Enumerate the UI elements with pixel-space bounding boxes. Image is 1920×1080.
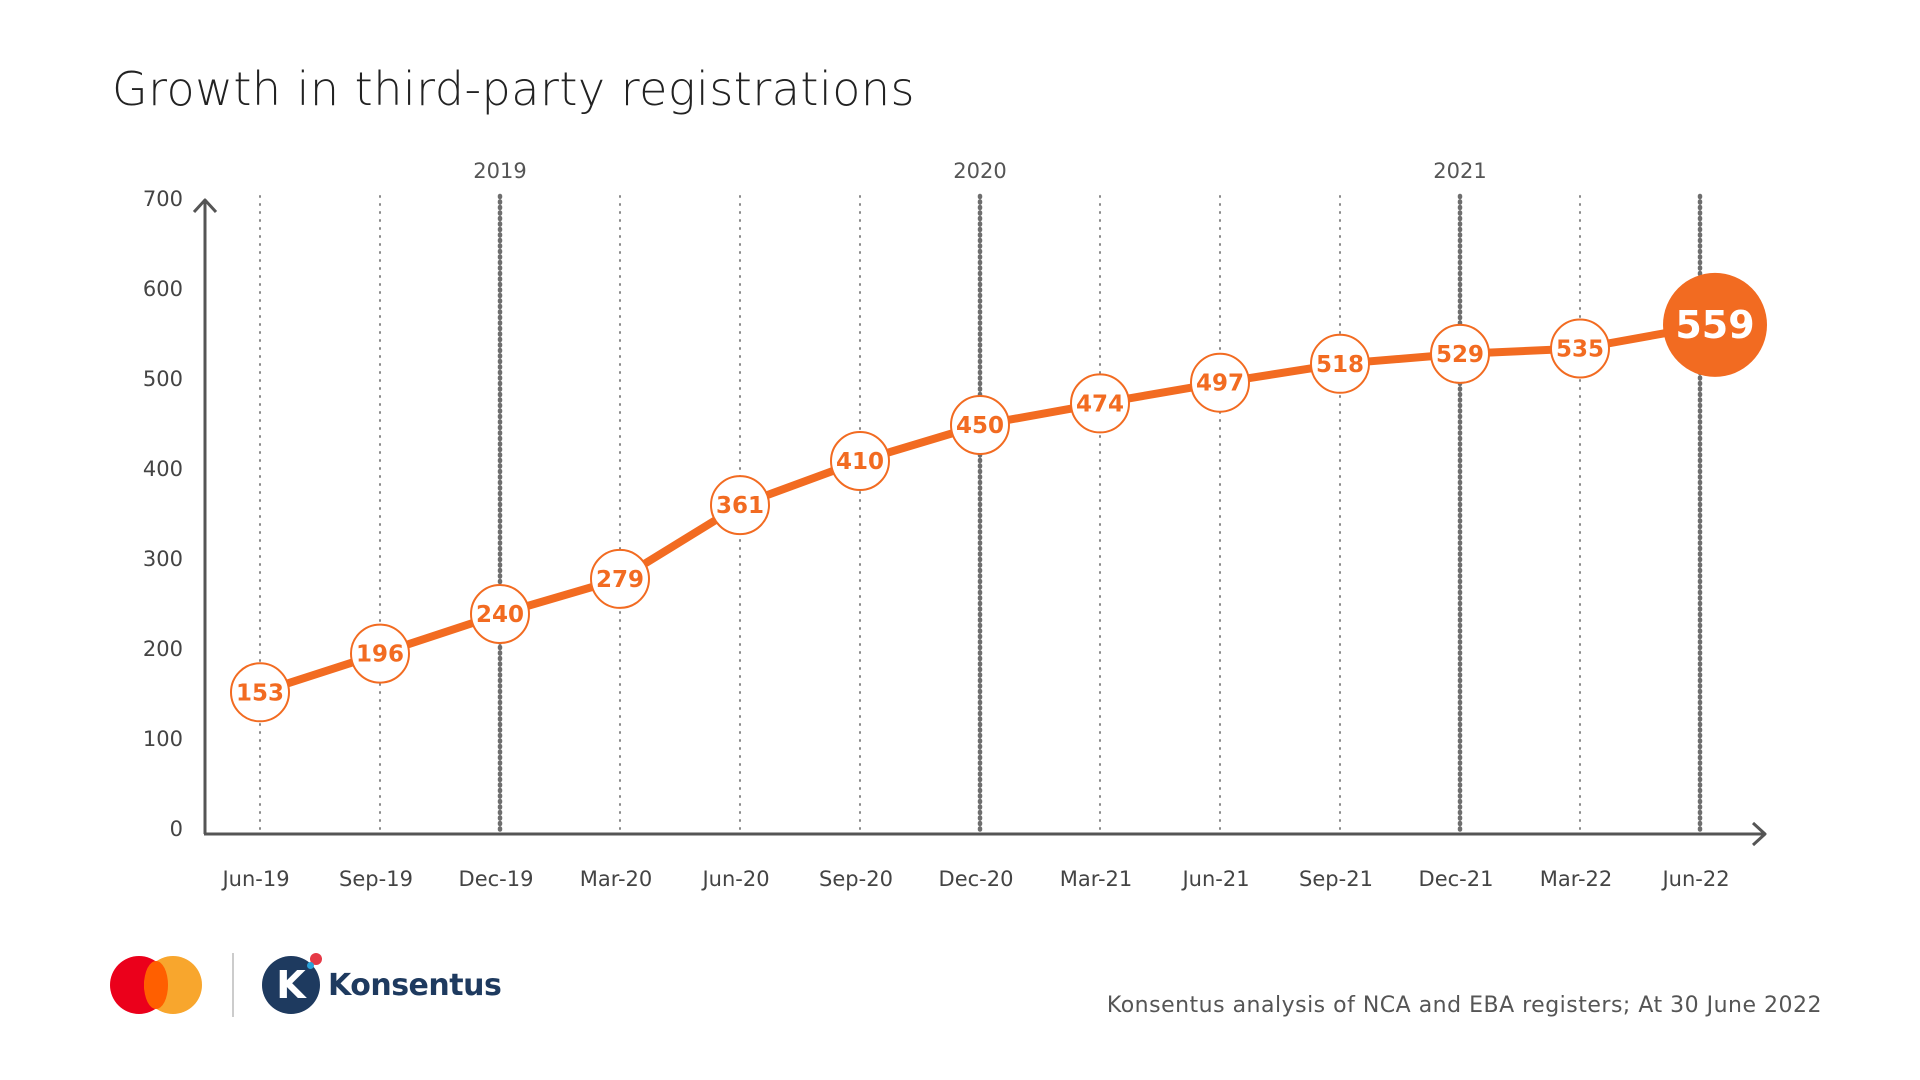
- point-marker: [1550, 318, 1610, 379]
- x-tick-label: Jun-22: [1660, 867, 1729, 891]
- x-tick-label: Dec-20: [939, 867, 1014, 891]
- x-tick-label: Dec-19: [459, 867, 534, 891]
- x-tick-label: Dec-21: [1419, 867, 1494, 891]
- year-label: 2019: [473, 159, 526, 183]
- x-tick-label: Sep-20: [819, 867, 893, 891]
- konsentus-blue-dot: [307, 962, 314, 969]
- data-points: 153 196 240 279 361 410 450 474 497 518 529 535 559: [230, 272, 1767, 723]
- x-tick-label: Mar-20: [580, 867, 653, 891]
- data-point: 450: [950, 395, 1010, 455]
- data-point: 153: [230, 662, 290, 723]
- point-marker: [1190, 352, 1250, 413]
- point-marker: [830, 431, 890, 491]
- point-marker: [230, 662, 290, 723]
- y-tick-label: 100: [143, 727, 183, 751]
- data-label: 410: [836, 449, 884, 475]
- y-tick-label: 700: [143, 187, 183, 211]
- mastercard-overlap: [144, 961, 168, 1009]
- data-point: 497: [1190, 352, 1250, 413]
- logo-divider: [232, 953, 234, 1017]
- year-label: 2021: [1433, 159, 1486, 183]
- y-tick-label: 200: [143, 637, 183, 661]
- data-label: 361: [716, 493, 764, 519]
- x-tick-label: Jun-20: [700, 867, 769, 891]
- point-marker: [1070, 373, 1130, 434]
- footer-logos: K Konsentus: [110, 953, 502, 1017]
- point-marker: [470, 584, 530, 644]
- data-point: 535: [1550, 318, 1610, 379]
- data-point: 518: [1310, 333, 1370, 394]
- data-label: 497: [1196, 371, 1244, 397]
- data-label: 196: [356, 642, 404, 668]
- data-label: 474: [1076, 391, 1124, 417]
- chart-title: Growth in third-party registrations: [112, 62, 916, 116]
- data-point: 240: [470, 584, 530, 644]
- data-label: 450: [956, 413, 1004, 439]
- konsentus-wordmark: Konsentus: [328, 967, 502, 1003]
- x-tick-label: Jun-21: [1180, 867, 1249, 891]
- data-point: 529: [1430, 323, 1490, 384]
- highlight-marker: [1663, 272, 1767, 377]
- y-tick-label: 0: [170, 817, 183, 841]
- y-tick-label: 400: [143, 457, 183, 481]
- data-point: 474: [1070, 373, 1130, 434]
- year-label: 2020: [953, 159, 1006, 183]
- y-axis-arrow: [192, 198, 218, 214]
- x-tick-label: Mar-22: [1540, 867, 1613, 891]
- x-tick-label: Jun-19: [220, 867, 289, 891]
- source-note: Konsentus analysis of NCA and EBA regist…: [1106, 993, 1822, 1018]
- data-label: 153: [236, 680, 284, 706]
- konsentus-k-icon: K: [262, 953, 322, 1014]
- y-tick-label: 500: [143, 367, 183, 391]
- mastercard-logo: [110, 956, 202, 1014]
- x-tick-label: Sep-21: [1299, 867, 1373, 891]
- axes: [192, 198, 1767, 847]
- data-label: 559: [1675, 303, 1754, 347]
- data-label: 518: [1316, 352, 1364, 378]
- x-axis-arrow: [1751, 821, 1767, 847]
- x-tick-label: Sep-19: [339, 867, 413, 891]
- data-point: 361: [710, 475, 770, 536]
- x-tick-label: Mar-21: [1060, 867, 1133, 891]
- y-tick-label: 600: [143, 277, 183, 301]
- y-tick-label: 300: [143, 547, 183, 571]
- data-label: 240: [476, 602, 524, 628]
- point-marker: [350, 623, 410, 684]
- data-point: 279: [590, 548, 650, 609]
- point-marker: [710, 475, 770, 536]
- point-marker: [1430, 323, 1490, 384]
- year-markers: 2019 2020 2021: [473, 159, 1486, 183]
- point-marker: [1310, 333, 1370, 394]
- data-point: 410: [830, 431, 890, 491]
- point-marker: [590, 548, 650, 609]
- x-tick-labels: Jun-19 Sep-19 Dec-19 Mar-20 Jun-20 Sep-20 Dec-…: [220, 867, 1729, 891]
- vertical-gridlines: [259, 193, 1703, 833]
- konsentus-red-dot: [310, 953, 322, 965]
- y-tick-labels: 0 100 200 300 400 500 600 700: [143, 187, 183, 841]
- data-label: 279: [596, 567, 644, 593]
- data-label: 529: [1436, 342, 1484, 368]
- data-label: 535: [1556, 337, 1604, 363]
- data-point: 196: [350, 623, 410, 684]
- point-marker: [950, 395, 1010, 455]
- highlight-point: 559: [1663, 272, 1767, 377]
